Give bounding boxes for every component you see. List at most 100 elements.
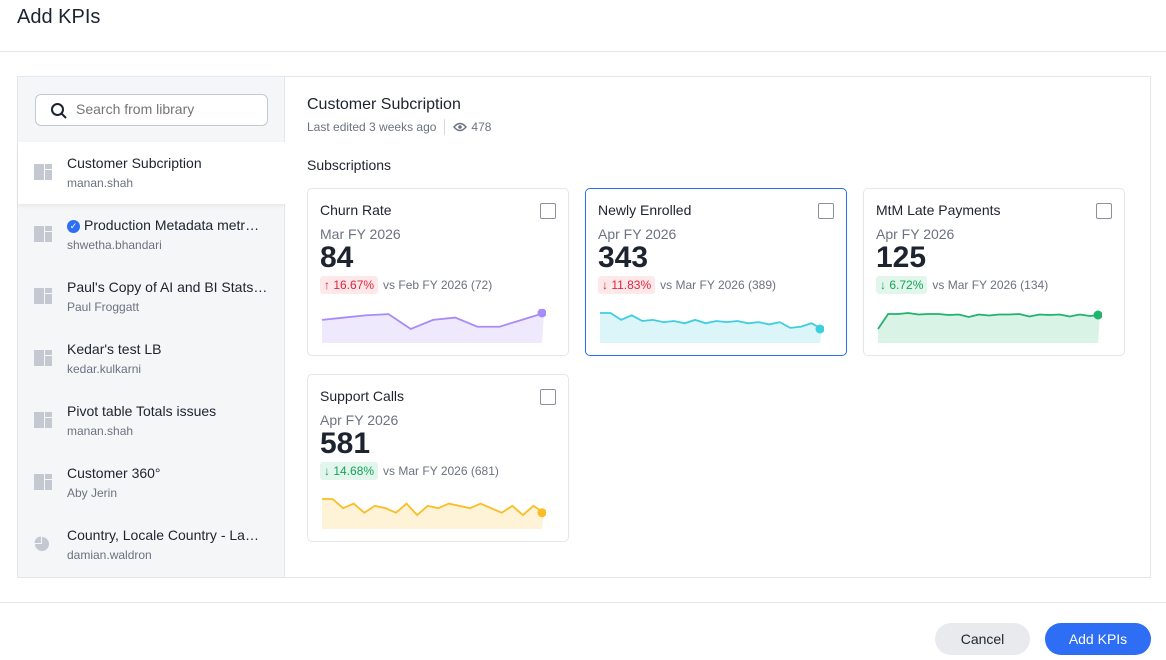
item-owner: Paul Froggatt (67, 300, 140, 314)
sparkline (600, 312, 824, 343)
verified-icon: ✓ (67, 220, 80, 233)
kpi-card[interactable]: Support Calls Apr FY 2026 581 ↓ 14.68% vs… (307, 374, 569, 542)
item-title: Kedar's test LB (67, 341, 272, 357)
item-owner: manan.shah (67, 176, 134, 190)
sidebar-item[interactable]: Customer Subcription manan.shah (18, 142, 300, 204)
item-owner: kedar.kulkarni (67, 362, 142, 376)
liveboard-icon (34, 164, 52, 185)
kpi-checkbox[interactable] (540, 203, 556, 219)
kpi-value: 125 (876, 241, 927, 274)
comparison: vs Mar FY 2026 (389) (660, 278, 776, 292)
kpi-card[interactable]: Churn Rate Mar FY 2026 84 ↑ 16.67% vs Feb… (307, 188, 569, 356)
sidebar-item[interactable]: Country, Locale Country - La… damian.wal… (18, 514, 285, 576)
item-title: Paul's Copy of AI and BI Stats… (67, 279, 272, 295)
liveboard-icon (34, 226, 52, 247)
sparkline-line (322, 498, 545, 517)
item-owner: manan.shah (67, 424, 134, 438)
pie-chart-icon (34, 536, 50, 557)
item-title: ✓ Production Metadata metr… (67, 217, 272, 233)
dialog-title: Add KPIs (17, 6, 101, 28)
kpi-name: Newly Enrolled (598, 202, 692, 218)
kpi-value: 581 (320, 427, 371, 460)
sparkline (321, 309, 546, 343)
item-title-text: Production Metadata metr… (84, 217, 260, 233)
view-count: 478 (471, 120, 492, 134)
kpi-name: Churn Rate (320, 202, 392, 218)
item-title: Pivot table Totals issues (67, 403, 272, 419)
kpi-checkbox[interactable] (818, 203, 834, 219)
liveboard-icon (34, 474, 52, 495)
comparison: vs Mar FY 2026 (134) (932, 278, 1049, 292)
item-title-text: Paul's Copy of AI and BI Stats… (67, 279, 268, 295)
change-badge: ↓ 11.83% (598, 276, 656, 294)
dialog-header: Add KPIs (0, 0, 1166, 52)
sidebar-item[interactable]: ✓ Production Metadata metr… shwetha.bhand… (18, 204, 285, 266)
item-owner: damian.waldron (67, 548, 152, 562)
item-owner: Aby Jerin (67, 486, 118, 500)
change-badge: ↓ 6.72% (876, 276, 928, 294)
kpi-period: Mar FY 2026 (320, 226, 401, 242)
liveboard-title: Customer Subcription (307, 96, 461, 113)
sidebar-item[interactable]: Paul's Copy of AI and BI Stats… Paul Fro… (18, 266, 285, 328)
sparkline-line (321, 312, 545, 331)
sparkline-line (877, 312, 1101, 330)
sparkline (877, 310, 1102, 343)
kpi-period: Apr FY 2026 (320, 412, 399, 428)
comparison: vs Mar FY 2026 (681) (383, 464, 499, 478)
kpi-picker-panel: Customer Subcription manan.shah ✓ Product… (17, 76, 1151, 578)
sparkline-last-point (815, 324, 824, 334)
divider (444, 119, 446, 135)
kpi-checkbox[interactable] (1096, 203, 1112, 219)
item-title: Customer 360° (67, 465, 272, 481)
sparkline-area (322, 313, 544, 343)
last-edited: Last edited 3 weeks ago (307, 120, 437, 134)
liveboard-icon (34, 288, 52, 309)
sparkline (322, 498, 546, 529)
eye-icon (453, 122, 468, 132)
sparkline-area (322, 499, 544, 529)
item-title: Country, Locale Country - La… (67, 527, 272, 543)
search-icon (51, 103, 67, 119)
liveboard-icon (34, 350, 52, 371)
dialog-footer: Cancel Add KPIs (0, 602, 1166, 660)
kpi-name: MtM Late Payments (876, 202, 1001, 218)
kpi-value: 84 (320, 241, 354, 274)
item-title-text: Customer Subcription (67, 155, 202, 171)
kpi-change: ↓ 11.83% vs Mar FY 2026 (389) (598, 276, 776, 294)
sidebar-item[interactable]: Pivot table Totals issues manan.shah (18, 390, 285, 452)
sidebar-item[interactable]: Customer 360° Aby Jerin (18, 452, 285, 514)
item-title-text: Customer 360° (67, 465, 161, 481)
kpi-change: ↑ 16.67% vs Feb FY 2026 (72) (320, 276, 492, 294)
add-kpis-button[interactable]: Add KPIs (1045, 623, 1151, 655)
kpi-checkbox[interactable] (540, 389, 556, 405)
kpi-period: Apr FY 2026 (598, 226, 677, 242)
liveboard-meta: Last edited 3 weeks ago 478 (307, 119, 491, 135)
section-title: Subscriptions (307, 157, 392, 173)
comparison: vs Feb FY 2026 (72) (383, 278, 493, 292)
kpi-name: Support Calls (320, 388, 405, 404)
search-input[interactable] (76, 101, 256, 117)
sidebar-item[interactable]: Kedar's test LB kedar.kulkarni (18, 328, 285, 390)
change-badge: ↑ 16.67% (320, 276, 379, 294)
sparkline-line (600, 312, 823, 330)
change-badge: ↓ 14.68% (320, 462, 379, 480)
item-title-text: Kedar's test LB (67, 341, 162, 357)
item-title: Customer Subcription (67, 155, 272, 171)
item-title-text: Country, Locale Country - La… (67, 527, 259, 543)
sparkline-last-point (537, 309, 546, 318)
kpi-card[interactable]: Newly Enrolled Apr FY 2026 343 ↓ 11.83% v… (585, 188, 847, 356)
kpi-period: Apr FY 2026 (876, 226, 955, 242)
kpi-value: 343 (598, 241, 649, 274)
cancel-button[interactable]: Cancel (935, 623, 1030, 655)
sparkline-last-point (1093, 310, 1102, 320)
library-sidebar: Customer Subcription manan.shah ✓ Product… (18, 77, 300, 577)
kpi-change: ↓ 6.72% vs Mar FY 2026 (134) (876, 276, 1048, 294)
item-owner: shwetha.bhandari (67, 238, 162, 252)
item-title-text: Pivot table Totals issues (67, 403, 217, 419)
liveboard-icon (34, 412, 52, 433)
sparkline-last-point (537, 508, 546, 518)
kpi-card[interactable]: MtM Late Payments Apr FY 2026 125 ↓ 6.72… (863, 188, 1125, 356)
kpi-change: ↓ 14.68% vs Mar FY 2026 (681) (320, 462, 499, 480)
search-box[interactable] (35, 94, 268, 126)
sparkline-area (878, 313, 1100, 343)
